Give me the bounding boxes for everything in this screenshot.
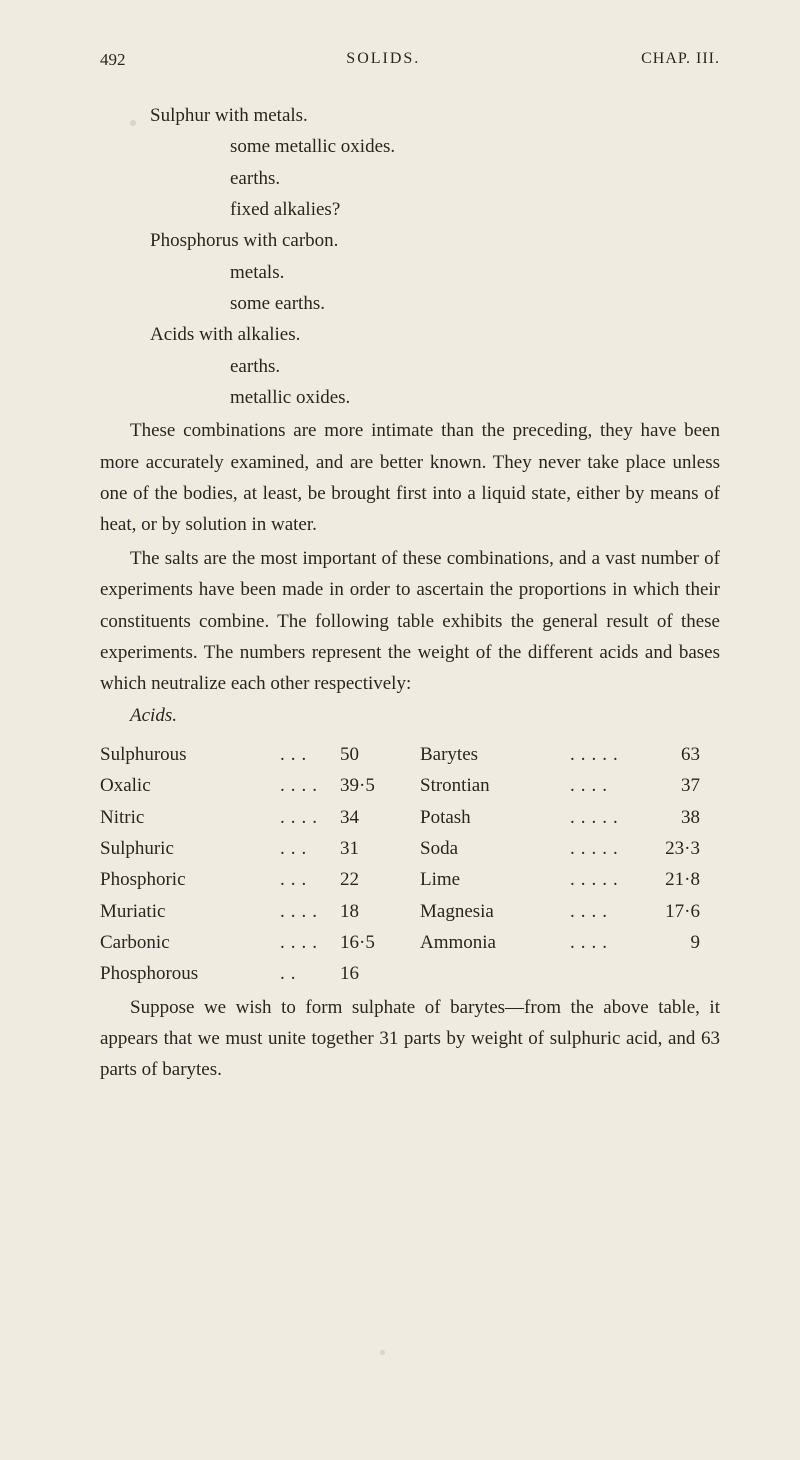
acid-name: Oxalic [100,770,280,801]
base-value: 9 [640,927,700,958]
dots: .... [280,927,340,958]
acid-value: 22 [340,864,420,895]
dots: .... [280,770,340,801]
dots: .... [280,802,340,833]
base-value: 38 [640,802,700,833]
body-content: Sulphur with metals.some metallic oxides… [100,100,720,1086]
table-row: Phosphorous..16 [100,958,720,989]
base-value: 21·8 [640,864,700,895]
dots: .... [570,896,640,927]
page-header: 492 SOLIDS. CHAP. III. [100,50,720,70]
acids-label: Acids. [100,700,720,731]
base-value: 63 [640,739,700,770]
acid-value: 16·5 [340,927,420,958]
table-row: Muriatic....18Magnesia....17·6 [100,896,720,927]
acid-value: 50 [340,739,420,770]
base-value: 37 [640,770,700,801]
table-row: Carbonic....16·5Ammonia....9 [100,927,720,958]
acid-value: 39·5 [340,770,420,801]
page-number: 492 [100,50,126,70]
list-item: metallic oxides. [100,382,720,413]
acid-name: Carbonic [100,927,280,958]
list-item: some earths. [100,288,720,319]
acid-name: Phosphoric [100,864,280,895]
list-item: earths. [100,163,720,194]
list-item: metals. [100,257,720,288]
list-item: Sulphur with metals. [100,100,720,131]
base-name: Soda [420,833,570,864]
age-spot [130,120,136,126]
dots: .... [570,927,640,958]
base-value [640,958,700,989]
acid-name: Phosphorous [100,958,280,989]
dots [570,958,640,989]
base-name: Ammonia [420,927,570,958]
acid-name: Sulphurous [100,739,280,770]
dots: ..... [570,864,640,895]
base-value: 23·3 [640,833,700,864]
acid-value: 16 [340,958,420,989]
list-item: fixed alkalies? [100,194,720,225]
acid-value: 31 [340,833,420,864]
dots: ..... [570,833,640,864]
age-spot [380,1350,385,1355]
base-name: Potash [420,802,570,833]
dots: ... [280,739,340,770]
dots: .... [280,896,340,927]
dots: .. [280,958,340,989]
list-item: some metallic oxides. [100,131,720,162]
acid-value: 34 [340,802,420,833]
acid-value: 18 [340,896,420,927]
table-row: Sulphuric...31Soda.....23·3 [100,833,720,864]
table-row: Phosphoric...22Lime.....21·8 [100,864,720,895]
acids-table: Sulphurous...50Barytes.....63Oxalic....3… [100,739,720,990]
acid-name: Nitric [100,802,280,833]
paragraph-2: The salts are the most important of thes… [100,543,720,700]
header-right: CHAP. III. [641,50,720,70]
base-name: Barytes [420,739,570,770]
indented-list: Sulphur with metals.some metallic oxides… [100,100,720,413]
table-row: Oxalic....39·5Strontian....37 [100,770,720,801]
base-name: Lime [420,864,570,895]
table-row: Sulphurous...50Barytes.....63 [100,739,720,770]
final-paragraph: Suppose we wish to form sulphate of bary… [100,992,720,1086]
base-name: Magnesia [420,896,570,927]
dots: ... [280,833,340,864]
acid-name: Muriatic [100,896,280,927]
base-name: Strontian [420,770,570,801]
list-item: earths. [100,351,720,382]
header-center: SOLIDS. [346,50,420,70]
list-item: Phosphorus with carbon. [100,225,720,256]
base-value: 17·6 [640,896,700,927]
table-row: Nitric....34Potash.....38 [100,802,720,833]
dots: ... [280,864,340,895]
dots: .... [570,770,640,801]
dots: ..... [570,739,640,770]
base-name [420,958,570,989]
paragraph-1: These combinations are more intimate tha… [100,415,720,540]
list-item: Acids with alkalies. [100,319,720,350]
dots: ..... [570,802,640,833]
acid-name: Sulphuric [100,833,280,864]
